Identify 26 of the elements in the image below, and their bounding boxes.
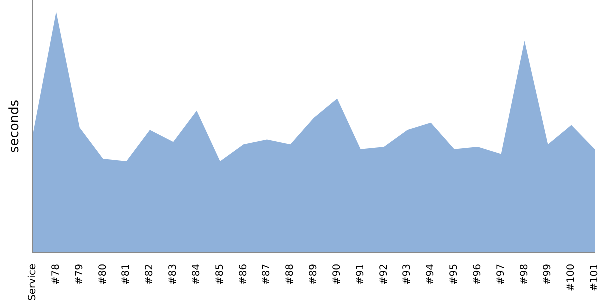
x-tick-label: #88 [285,264,296,286]
x-tick-label: #81 [121,264,132,286]
x-tick-label: #95 [449,264,460,286]
x-tick-label: #82 [144,264,156,286]
x-tick-label: #86 [238,264,250,286]
x-tick-label: #78 [50,264,62,286]
x-tick-label: #85 [214,264,226,286]
x-tick-label: #99 [542,264,554,286]
x-tick-label: #91 [355,264,366,286]
x-tick-label: #87 [262,264,273,286]
x-tick-label: #93 [402,264,414,286]
x-tick-label: #89 [308,264,320,286]
x-tick-label: #92 [378,264,390,286]
x-tick-label: #79 [74,264,86,286]
x-tick-label: #100 [566,264,578,292]
x-tick-label: #90 [332,264,343,286]
x-tick-label: #83 [168,264,179,286]
x-tick-label: #96 [472,264,484,286]
x-tick-label: #98 [519,264,530,286]
x-tick-label: #94 [426,264,437,286]
x-tick-label: #80 [98,264,109,286]
x-tick-label: #101 [590,264,600,292]
x-tick-label: Service [28,264,38,300]
x-tick-label: #84 [191,264,202,286]
x-tick-label: #97 [496,264,507,286]
y-axis-title: seconds [8,100,23,154]
